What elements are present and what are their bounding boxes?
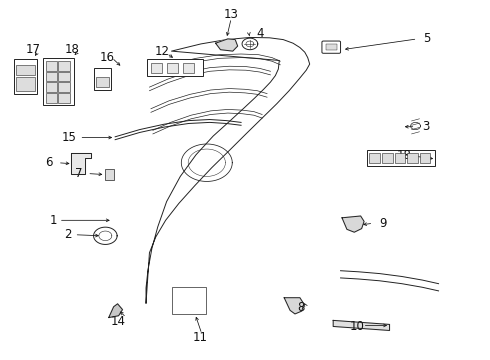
Text: 4: 4: [256, 27, 264, 40]
FancyBboxPatch shape: [43, 58, 74, 105]
FancyBboxPatch shape: [46, 82, 57, 92]
FancyBboxPatch shape: [326, 44, 337, 50]
Text: 18: 18: [65, 43, 80, 56]
FancyBboxPatch shape: [46, 93, 57, 103]
Polygon shape: [333, 320, 390, 330]
FancyBboxPatch shape: [322, 41, 341, 53]
FancyBboxPatch shape: [172, 287, 206, 314]
FancyBboxPatch shape: [58, 72, 70, 81]
FancyBboxPatch shape: [14, 59, 37, 94]
Polygon shape: [342, 216, 364, 232]
FancyBboxPatch shape: [58, 93, 70, 103]
FancyBboxPatch shape: [58, 61, 70, 71]
Text: 15: 15: [62, 131, 77, 144]
FancyBboxPatch shape: [16, 65, 35, 75]
FancyBboxPatch shape: [419, 153, 430, 163]
Polygon shape: [109, 304, 122, 318]
Text: 12: 12: [154, 45, 169, 58]
Text: 16: 16: [99, 51, 114, 64]
FancyBboxPatch shape: [94, 68, 111, 90]
FancyBboxPatch shape: [46, 61, 57, 71]
FancyBboxPatch shape: [382, 153, 392, 163]
Polygon shape: [71, 153, 91, 174]
Text: 5: 5: [423, 32, 431, 45]
Polygon shape: [284, 298, 304, 314]
FancyBboxPatch shape: [167, 63, 178, 73]
FancyBboxPatch shape: [105, 169, 114, 180]
Text: 9: 9: [379, 217, 387, 230]
FancyBboxPatch shape: [394, 153, 405, 163]
Text: 6: 6: [45, 156, 53, 169]
FancyBboxPatch shape: [147, 59, 203, 76]
Text: 7: 7: [74, 167, 82, 180]
FancyBboxPatch shape: [369, 153, 380, 163]
Text: 1: 1: [50, 214, 58, 227]
Text: 3: 3: [422, 120, 430, 133]
Text: 17: 17: [26, 43, 41, 56]
FancyBboxPatch shape: [96, 77, 109, 87]
FancyBboxPatch shape: [367, 150, 435, 166]
Text: 18: 18: [397, 149, 412, 162]
Text: 13: 13: [224, 8, 239, 21]
Polygon shape: [146, 37, 310, 303]
FancyBboxPatch shape: [58, 82, 70, 92]
Text: 2: 2: [64, 228, 72, 241]
FancyBboxPatch shape: [183, 63, 194, 73]
Text: 8: 8: [297, 301, 305, 314]
FancyBboxPatch shape: [407, 153, 417, 163]
Text: 10: 10: [349, 320, 364, 333]
Polygon shape: [216, 39, 238, 51]
Text: 14: 14: [111, 315, 126, 328]
FancyBboxPatch shape: [16, 77, 35, 91]
FancyBboxPatch shape: [151, 63, 162, 73]
FancyBboxPatch shape: [46, 72, 57, 81]
Text: 11: 11: [193, 331, 207, 344]
